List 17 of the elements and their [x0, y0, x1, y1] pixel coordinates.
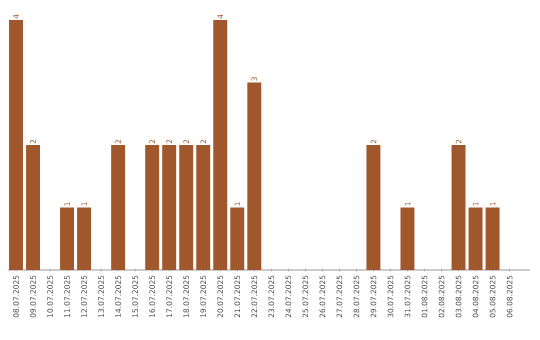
- bar: [77, 208, 92, 270]
- bar: [179, 145, 194, 270]
- bar: [247, 82, 262, 270]
- bar: [213, 20, 228, 270]
- bar: [366, 145, 380, 270]
- bar: [60, 208, 74, 270]
- bar: [26, 145, 40, 270]
- bar: [111, 145, 126, 270]
- bar: [400, 208, 414, 270]
- bar: [452, 145, 466, 270]
- bar: [230, 208, 244, 270]
- bar: [486, 208, 500, 270]
- bar: [468, 208, 483, 270]
- bar: [145, 145, 160, 270]
- bar: [9, 20, 23, 270]
- bar: [162, 145, 176, 270]
- bar: [196, 145, 210, 270]
